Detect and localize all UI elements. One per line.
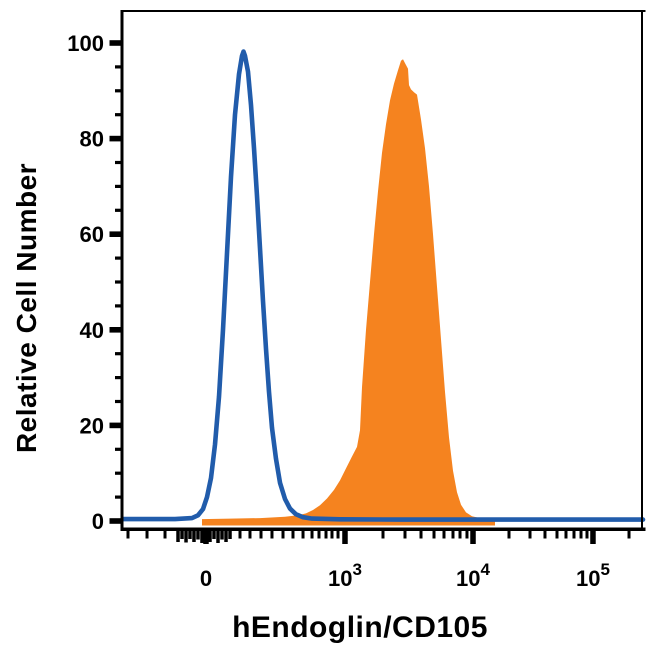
x-axis-minor-tick: [238, 530, 242, 539]
plot-top-border: [120, 10, 646, 12]
x-axis-cluster-tick: [220, 530, 224, 540]
x-axis-minor-tick: [281, 530, 285, 539]
y-axis-minor-tick: [115, 280, 123, 284]
x-axis-minor-tick: [145, 530, 149, 539]
y-axis-minor-tick: [115, 399, 123, 404]
x-axis-minor-tick: [270, 530, 274, 539]
x-axis-minor-tick: [627, 530, 631, 539]
x-axis-minor-tick: [585, 530, 589, 539]
x-axis-tick-label: 105: [576, 560, 610, 591]
x-axis-minor-tick: [555, 530, 559, 539]
y-axis-major-tick: [109, 518, 123, 524]
stained-histogram-area: [202, 59, 495, 526]
x-axis-minor-tick: [317, 530, 321, 539]
x-axis-minor-tick: [403, 530, 407, 539]
x-axis-tick-label: 104: [456, 560, 490, 591]
y-axis-minor-tick: [115, 447, 123, 451]
x-axis-cluster-tick: [184, 530, 188, 543]
x-axis-line: [120, 527, 646, 531]
y-axis-minor-tick: [115, 304, 123, 308]
x-axis-minor-tick: [528, 530, 532, 539]
x-axis-minor-tick: [381, 530, 385, 539]
x-axis-minor-tick: [301, 530, 305, 539]
plot-right-border: [641, 10, 643, 529]
x-axis-cluster-tick: [192, 530, 196, 542]
y-axis-minor-tick: [115, 208, 123, 212]
x-axis-minor-tick: [259, 530, 263, 539]
y-axis-minor-tick: [115, 376, 123, 380]
x-axis-minor-tick: [324, 530, 328, 539]
x-axis-minor-tick: [579, 530, 583, 539]
y-axis-minor-tick: [115, 89, 123, 93]
y-axis-minor-tick: [115, 113, 123, 117]
y-axis-major-tick: [109, 40, 123, 46]
y-axis-tick-label: 80: [80, 127, 104, 152]
x-axis-minor-tick: [248, 530, 252, 539]
x-axis-major-tick: [203, 530, 209, 544]
x-axis-major-tick: [470, 530, 476, 544]
x-axis-minor-tick: [336, 530, 340, 539]
x-axis-minor-tick: [291, 530, 295, 539]
x-axis-cluster-tick: [188, 530, 192, 539]
y-axis-major-tick: [109, 422, 123, 429]
x-axis-cluster-tick: [224, 530, 228, 542]
y-axis-tick-label: 100: [67, 31, 104, 56]
x-axis-minor-tick: [310, 530, 314, 539]
y-axis-major-tick: [109, 231, 123, 237]
x-axis-cluster-tick: [180, 530, 184, 539]
x-axis-minor-tick: [507, 530, 511, 539]
x-axis-minor-tick: [465, 530, 469, 539]
y-axis-tick-label: 40: [80, 318, 104, 343]
y-axis-minor-tick: [115, 160, 123, 165]
x-axis-cluster-tick: [212, 530, 216, 539]
x-axis-cluster-tick: [176, 530, 180, 542]
y-axis-minor-tick: [115, 65, 123, 69]
y-axis-minor-tick: [115, 471, 123, 475]
y-axis-tick-label: 0: [92, 509, 104, 534]
y-axis-minor-tick: [115, 256, 123, 260]
x-axis-cluster-tick: [228, 530, 232, 539]
y-axis-major-tick: [109, 327, 123, 333]
x-axis-minor-tick: [451, 530, 455, 539]
y-axis-tick-label: 20: [80, 413, 104, 438]
x-axis-cluster-tick: [216, 530, 220, 543]
y-axis-line: [120, 10, 124, 529]
x-axis-minor-tick: [564, 530, 568, 539]
y-axis-minor-tick: [115, 184, 123, 188]
x-axis-minor-tick: [419, 530, 423, 539]
x-axis-minor-tick: [442, 530, 446, 539]
y-axis-minor-tick: [115, 495, 123, 499]
x-axis-cluster-tick: [196, 530, 200, 540]
x-axis-title: hEndoglin/CD105: [232, 611, 488, 644]
x-axis-cluster-tick: [208, 530, 212, 542]
x-axis-major-tick: [342, 530, 348, 544]
x-axis-minor-tick: [330, 530, 334, 539]
x-axis-minor-tick: [126, 530, 130, 539]
x-axis-tick-label: 103: [328, 560, 362, 591]
y-axis-minor-tick: [115, 352, 123, 356]
x-axis-minor-tick: [572, 530, 576, 539]
y-axis-major-tick: [109, 135, 123, 142]
x-axis-minor-tick: [543, 530, 547, 539]
x-axis-major-tick: [590, 530, 596, 544]
control-histogram-curve: [120, 49, 646, 522]
x-axis-minor-tick: [163, 530, 167, 539]
x-axis-minor-tick: [458, 530, 462, 539]
x-axis-cluster-tick: [200, 530, 204, 543]
y-axis-title: Relative Cell Number: [11, 162, 42, 454]
y-axis-tick-label: 60: [80, 222, 104, 247]
x-axis-minor-tick: [432, 530, 436, 539]
x-axis-tick-label: 0: [200, 566, 212, 591]
